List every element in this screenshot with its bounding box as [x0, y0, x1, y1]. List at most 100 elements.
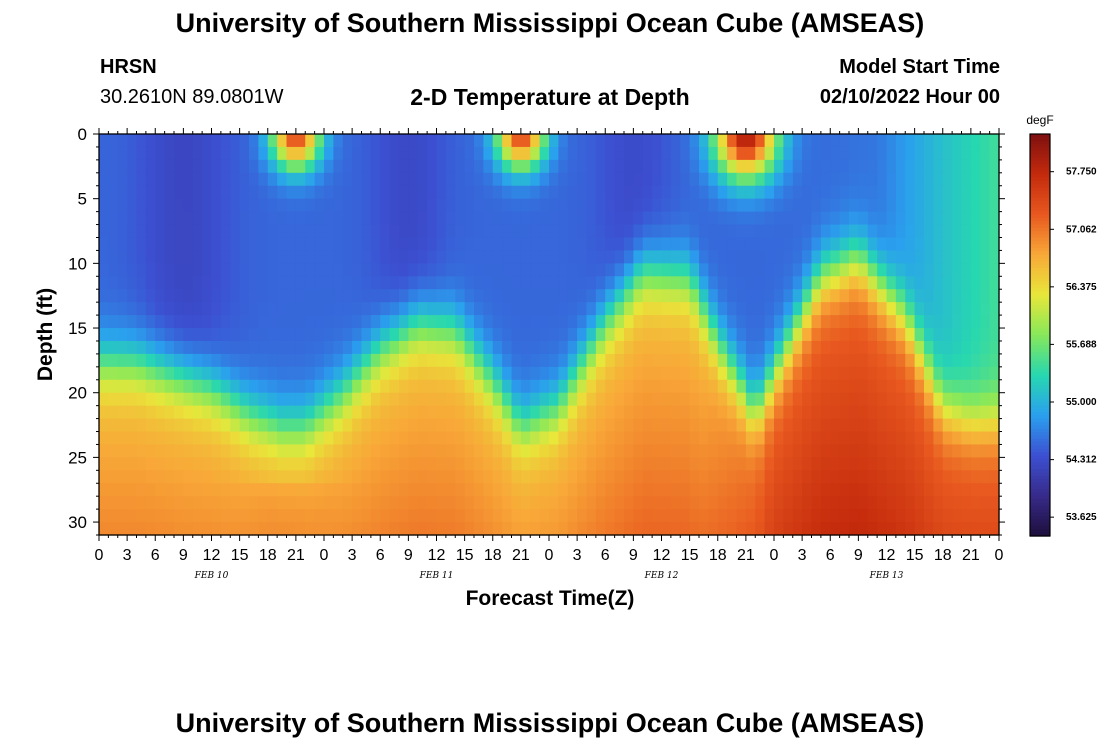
heatmap-cell: [792, 276, 803, 290]
heatmap-cell: [558, 250, 569, 264]
heatmap-cell: [989, 302, 1000, 316]
heatmap-cell: [689, 146, 700, 161]
heatmap-cell: [324, 276, 334, 290]
heatmap-cell: [155, 379, 166, 394]
heatmap-cell: [145, 198, 156, 213]
heatmap-cell: [239, 509, 250, 523]
colorbar-swatch: [1030, 408, 1050, 413]
heatmap-cell: [717, 522, 728, 536]
heatmap-cell: [774, 237, 784, 252]
heatmap-cell: [417, 198, 428, 213]
heatmap-cell: [689, 250, 700, 264]
heatmap-cell: [492, 224, 503, 239]
heatmap-cell: [474, 418, 484, 433]
heatmap-cell: [717, 146, 728, 161]
heatmap-cell: [314, 379, 325, 394]
heatmap-cell: [605, 185, 616, 200]
heatmap-cell: [267, 237, 278, 252]
heatmap-cell: [436, 211, 447, 226]
heatmap-cell: [164, 353, 175, 368]
heatmap-cell: [736, 470, 747, 484]
heatmap-cell: [108, 379, 119, 394]
heatmap-cell: [924, 522, 934, 536]
heatmap-cell: [99, 457, 109, 471]
heatmap-cell: [614, 263, 625, 277]
heatmap-cell: [764, 198, 775, 213]
heatmap-cell: [924, 483, 934, 497]
heatmap-cell: [952, 159, 963, 174]
heatmap-cell: [220, 302, 231, 316]
heatmap-cell: [155, 263, 166, 277]
heatmap-cell: [511, 353, 522, 368]
heatmap-cell: [567, 496, 578, 510]
heatmap-cell: [764, 353, 775, 368]
heatmap-cell: [605, 276, 616, 290]
heatmap-cell: [145, 185, 156, 200]
heatmap-cell: [277, 353, 288, 368]
heatmap-cell: [830, 289, 841, 303]
colorbar-swatch: [1030, 154, 1050, 159]
heatmap-cell: [492, 185, 503, 200]
heatmap-cell: [108, 418, 119, 433]
heatmap-cell: [333, 418, 344, 433]
heatmap-cell: [324, 431, 334, 446]
heatmap-cell: [708, 379, 719, 394]
heatmap-cell: [427, 237, 438, 252]
heatmap-cell: [689, 483, 700, 497]
heatmap-cell: [220, 263, 231, 277]
heatmap-cell: [445, 328, 456, 342]
heatmap-cell: [164, 302, 175, 316]
heatmap-cell: [380, 431, 391, 446]
heatmap-cell: [717, 509, 728, 523]
heatmap-cell: [211, 366, 222, 381]
heatmap-cell: [586, 289, 597, 303]
heatmap-cell: [745, 353, 756, 368]
heatmap-cell: [942, 302, 953, 316]
heatmap-cell: [586, 146, 597, 161]
heatmap-cell: [774, 405, 784, 420]
heatmap-cell: [155, 250, 166, 264]
colorbar-swatch: [1030, 462, 1050, 467]
heatmap-cell: [820, 134, 831, 148]
heatmap-cell: [127, 444, 138, 458]
heatmap-cell: [136, 366, 147, 381]
heatmap-cell: [520, 250, 531, 264]
heatmap-cell: [399, 431, 409, 446]
heatmap-cell: [286, 224, 297, 239]
heatmap-cell: [342, 328, 353, 342]
heatmap-cell: [342, 483, 353, 497]
heatmap-cell: [577, 263, 588, 277]
x-tick-label: 15: [906, 547, 924, 564]
heatmap-cell: [727, 172, 738, 187]
heatmap-cell: [408, 405, 419, 420]
heatmap-cell: [624, 431, 634, 446]
heatmap-cell: [455, 496, 466, 510]
heatmap-cell: [820, 198, 831, 213]
heatmap-cell: [314, 250, 325, 264]
heatmap-cell: [933, 444, 944, 458]
colorbar-swatch: [1030, 495, 1050, 500]
heatmap-cell: [502, 457, 513, 471]
heatmap-cell: [802, 483, 813, 497]
heatmap-cell: [989, 250, 1000, 264]
heatmap-cell: [389, 172, 400, 187]
colorbar-frame: [1029, 133, 1051, 537]
heatmap-cell: [239, 224, 250, 239]
heatmap-cell: [802, 315, 813, 329]
heatmap-cell: [324, 250, 334, 264]
heatmap-cell: [567, 353, 578, 368]
heatmap-cell: [99, 146, 109, 161]
heatmap-cell: [586, 470, 597, 484]
heatmap-cell: [192, 431, 203, 446]
heatmap-cell: [867, 263, 878, 277]
heatmap-cell: [605, 146, 616, 161]
heatmap-cell: [183, 250, 194, 264]
colorbar-swatch: [1030, 261, 1050, 266]
heatmap-cell: [99, 509, 109, 523]
heatmap-cell: [802, 405, 813, 420]
heatmap-cell: [567, 483, 578, 497]
heatmap-cell: [417, 496, 428, 510]
heatmap-cell: [192, 444, 203, 458]
heatmap-cell: [727, 211, 738, 226]
heatmap-cell: [867, 146, 878, 161]
